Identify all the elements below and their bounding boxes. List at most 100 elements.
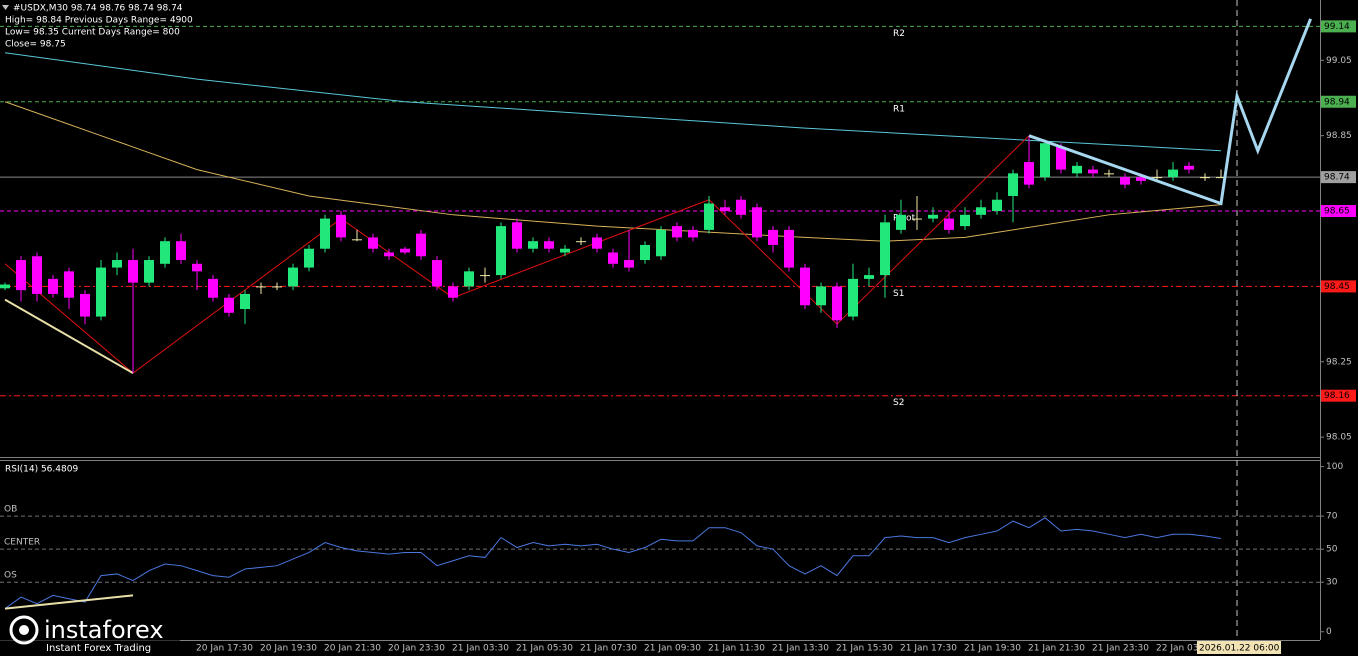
x-tick-label: 21 Jan 19:30 [964,644,1021,654]
price-tag-label: 98.16 [1324,391,1350,401]
candle-body [48,278,58,294]
rsi-tick-label: 30 [1326,578,1338,588]
candle-body [704,203,714,230]
y-tick-label: 98.85 [1326,131,1352,141]
price-tag [1321,95,1356,108]
candle-body [1024,162,1034,185]
projection [1028,18,1312,206]
candle-body [688,229,698,238]
candle-body [448,286,458,298]
logo: instaforex Instant Forex Trading [0,612,180,656]
candle-body [432,260,442,287]
x-tick-label: 20 Jan 21:30 [324,644,381,654]
candle-body [0,284,10,289]
y-tick-label: 98.05 [1326,433,1352,443]
candle-body [336,214,346,238]
x-tick-label: 22 Jan 03:30 [1156,644,1213,654]
time-marker-label: 2026.01.22 06:00 [1199,644,1280,654]
candle-body [544,241,554,249]
x-tick-label: 21 Jan 05:30 [516,644,573,654]
candle-body [880,222,890,276]
x-tick-label: 21 Jan 11:30 [708,644,765,654]
logo-tagline: Instant Forex Trading [46,643,151,654]
candle-body [1216,177,1226,179]
header-line: High= 98.84 Previous Days Range= 4900 [5,16,193,26]
candle-body [224,297,234,313]
logo-name: instaforex [44,616,164,644]
x-tick-label: 20 Jan 23:30 [388,644,445,654]
candle-body [128,260,138,283]
candle-body [736,199,746,215]
rsi-level-label: OB [4,505,17,515]
candle-body [672,226,682,238]
candle-body [112,260,122,268]
rsi-level-label: OS [4,571,17,581]
candle-body [288,267,298,287]
candle-body [208,278,218,298]
candle-body [512,222,522,249]
candle-body [944,218,954,230]
candle-body [32,256,42,294]
header-line: Close= 98.75 [5,40,66,50]
trend-line [4,298,134,374]
x-tick-label: 21 Jan 17:30 [900,644,957,654]
candle-body [1120,177,1130,185]
candle-body [1040,143,1050,178]
candle-body [464,271,474,287]
candle-body [960,214,970,227]
candle-body [912,218,922,220]
candle-body [1056,146,1066,170]
candle-body [320,218,330,249]
candle-body [1104,173,1114,175]
candle-body [848,278,858,317]
price-tag [1321,280,1356,293]
price-tag [1321,171,1356,184]
candle-body [1152,177,1162,179]
candle-body [1184,165,1194,170]
candle-body [160,241,170,264]
price-tag-label: 98.45 [1324,282,1350,292]
rsi-trend-line [4,594,134,610]
rsi-line [4,517,1222,610]
x-tick-label: 20 Jan 19:30 [260,644,317,654]
candle-body [304,248,314,268]
candle-body [272,286,282,288]
candle-body [1088,169,1098,174]
x-tick-label: 21 Jan 21:30 [1028,644,1085,654]
candle-body [608,252,618,264]
price-tag-label: 98.65 [1324,207,1350,217]
x-tick-label: 21 Jan 03:30 [452,644,509,654]
candle-body [576,241,586,243]
x-tick-label: 21 Jan 15:30 [836,644,893,654]
rsi-title: RSI(14) 56.4809 [5,465,78,475]
candle-body [64,271,74,298]
x-tick-label: 21 Jan 13:30 [772,644,829,654]
candle-body [256,286,266,288]
candle-body [1168,169,1178,178]
pivot-level-name: R1 [893,104,905,114]
candle-body [784,229,794,268]
ma-fast [4,101,1222,242]
candle-body [80,293,90,317]
pivot-level-name: S2 [893,398,904,408]
rsi-tick-label: 100 [1326,462,1343,472]
candle-body [1136,177,1146,181]
candle-body [816,286,826,306]
rsi-tick-label: 0 [1326,627,1332,637]
candle-body [768,229,778,245]
price-tag-label: 98.94 [1324,97,1350,107]
candle-body [96,267,106,317]
candle-body [384,252,394,257]
candle-body [528,241,538,249]
pivot-level-name: S1 [893,289,904,299]
x-tick-label: 21 Jan 09:30 [644,644,701,654]
candle-body [352,239,362,241]
ma-slow [4,52,1222,152]
candle-body [976,207,986,215]
candle-body [656,229,666,257]
candle-body [928,214,938,219]
candle-body [592,237,602,249]
